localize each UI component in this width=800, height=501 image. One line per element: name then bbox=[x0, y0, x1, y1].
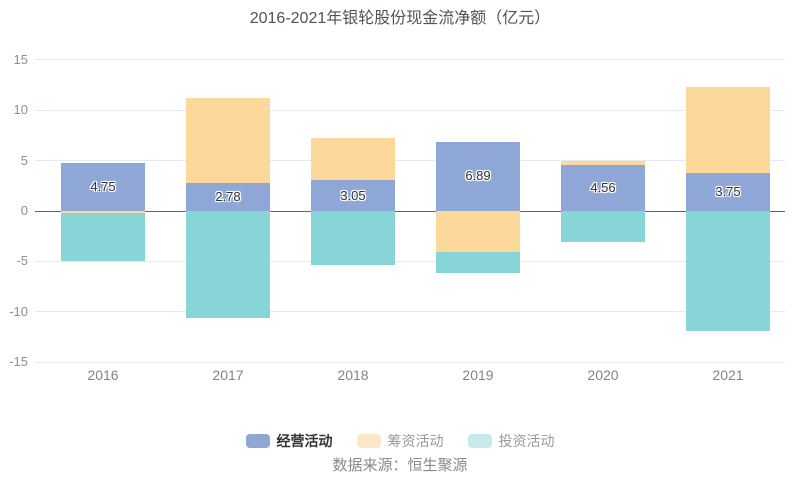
gridline bbox=[35, 160, 785, 162]
bar-value-label: 2.78 bbox=[215, 189, 241, 204]
plot-area: 15 10 5 0 -5 -10 -15 4.75 2016 2.78 2017 3.05 2018 6.… bbox=[9, 51, 785, 383]
bar-value-label: 4.56 bbox=[590, 180, 616, 196]
bar-segment-筹资活动-2021[interactable] bbox=[686, 86, 770, 174]
gridline bbox=[35, 361, 785, 363]
gridline bbox=[35, 109, 785, 111]
bar-value-label: 3.05 bbox=[340, 187, 366, 203]
bar-segment-经营活动-2018[interactable] bbox=[311, 180, 395, 211]
y-axis-tick-label: 0 bbox=[20, 203, 28, 218]
legend-marker-icon bbox=[467, 434, 492, 448]
bar-segment-投资活动-2021[interactable] bbox=[686, 211, 770, 331]
legend-marker-icon bbox=[245, 434, 270, 448]
bar-segment-筹资活动-2016[interactable] bbox=[61, 211, 145, 213]
bar-segment-经营活动-2020[interactable] bbox=[561, 165, 645, 211]
bar-segment-筹资活动-2017[interactable] bbox=[186, 98, 270, 183]
bar-segment-投资活动-2016[interactable] bbox=[61, 213, 145, 262]
bar-segment-经营活动-2019[interactable] bbox=[436, 141, 520, 211]
bar-segment-经营活动-2017[interactable] bbox=[186, 183, 270, 211]
legend-label: 筹资活动 bbox=[387, 433, 444, 449]
y-axis-tick-label: -10 bbox=[9, 303, 28, 319]
bar-segment-投资活动-2019[interactable] bbox=[436, 252, 520, 274]
x-axis-tick-label: 2019 bbox=[462, 367, 494, 383]
bar-value-label: 3.75 bbox=[715, 184, 741, 200]
y-axis-tick-label: -15 bbox=[9, 354, 28, 370]
legend-item-投资活动[interactable]: 投资活动 bbox=[467, 431, 555, 451]
x-axis-tick-label: 2016 bbox=[87, 367, 119, 383]
bar-segment-筹资活动-2020[interactable] bbox=[561, 161, 645, 166]
legend-marker-icon bbox=[356, 434, 381, 448]
bar-segment-筹资活动-2018[interactable] bbox=[311, 138, 395, 181]
bar-segment-筹资活动-2019[interactable] bbox=[436, 211, 520, 253]
legend-item-筹资活动[interactable]: 筹资活动 bbox=[356, 431, 444, 451]
legend-label: 经营活动 bbox=[276, 433, 333, 449]
bar-value-label: 6.89 bbox=[465, 168, 491, 184]
data-source: 数据来源：恒生聚源 bbox=[332, 457, 468, 474]
y-axis-tick-label: -5 bbox=[16, 253, 28, 269]
legend: 经营活动 筹资活动 投资活动 bbox=[0, 431, 800, 451]
bar-segment-投资活动-2020[interactable] bbox=[561, 211, 645, 243]
x-axis-tick-label: 2018 bbox=[337, 367, 369, 383]
y-axis-tick-label: 5 bbox=[20, 152, 28, 168]
x-axis-tick-label: 2017 bbox=[212, 367, 244, 383]
gridline bbox=[35, 59, 785, 61]
legend-item-经营活动[interactable]: 经营活动 bbox=[245, 431, 333, 451]
bar-value-label: 4.75 bbox=[90, 179, 116, 195]
chart-title: 2016-2021年银轮股份现金流净额（亿元） bbox=[249, 10, 551, 27]
bar-segment-投资活动-2017[interactable] bbox=[186, 211, 270, 318]
gridline bbox=[35, 311, 785, 313]
zero-axis-line bbox=[35, 210, 785, 212]
bar-segment-经营活动-2016[interactable] bbox=[61, 163, 145, 211]
bar-segment-经营活动-2021[interactable] bbox=[686, 173, 770, 211]
x-axis-tick-label: 2020 bbox=[587, 367, 619, 383]
bar-segment-投资活动-2018[interactable] bbox=[311, 211, 395, 266]
y-axis-tick-label: 15 bbox=[13, 51, 28, 67]
y-axis-tick-label: 10 bbox=[13, 102, 28, 118]
x-axis-tick-label: 2021 bbox=[712, 367, 744, 383]
gridline bbox=[35, 260, 785, 262]
legend-label: 投资活动 bbox=[498, 433, 555, 449]
